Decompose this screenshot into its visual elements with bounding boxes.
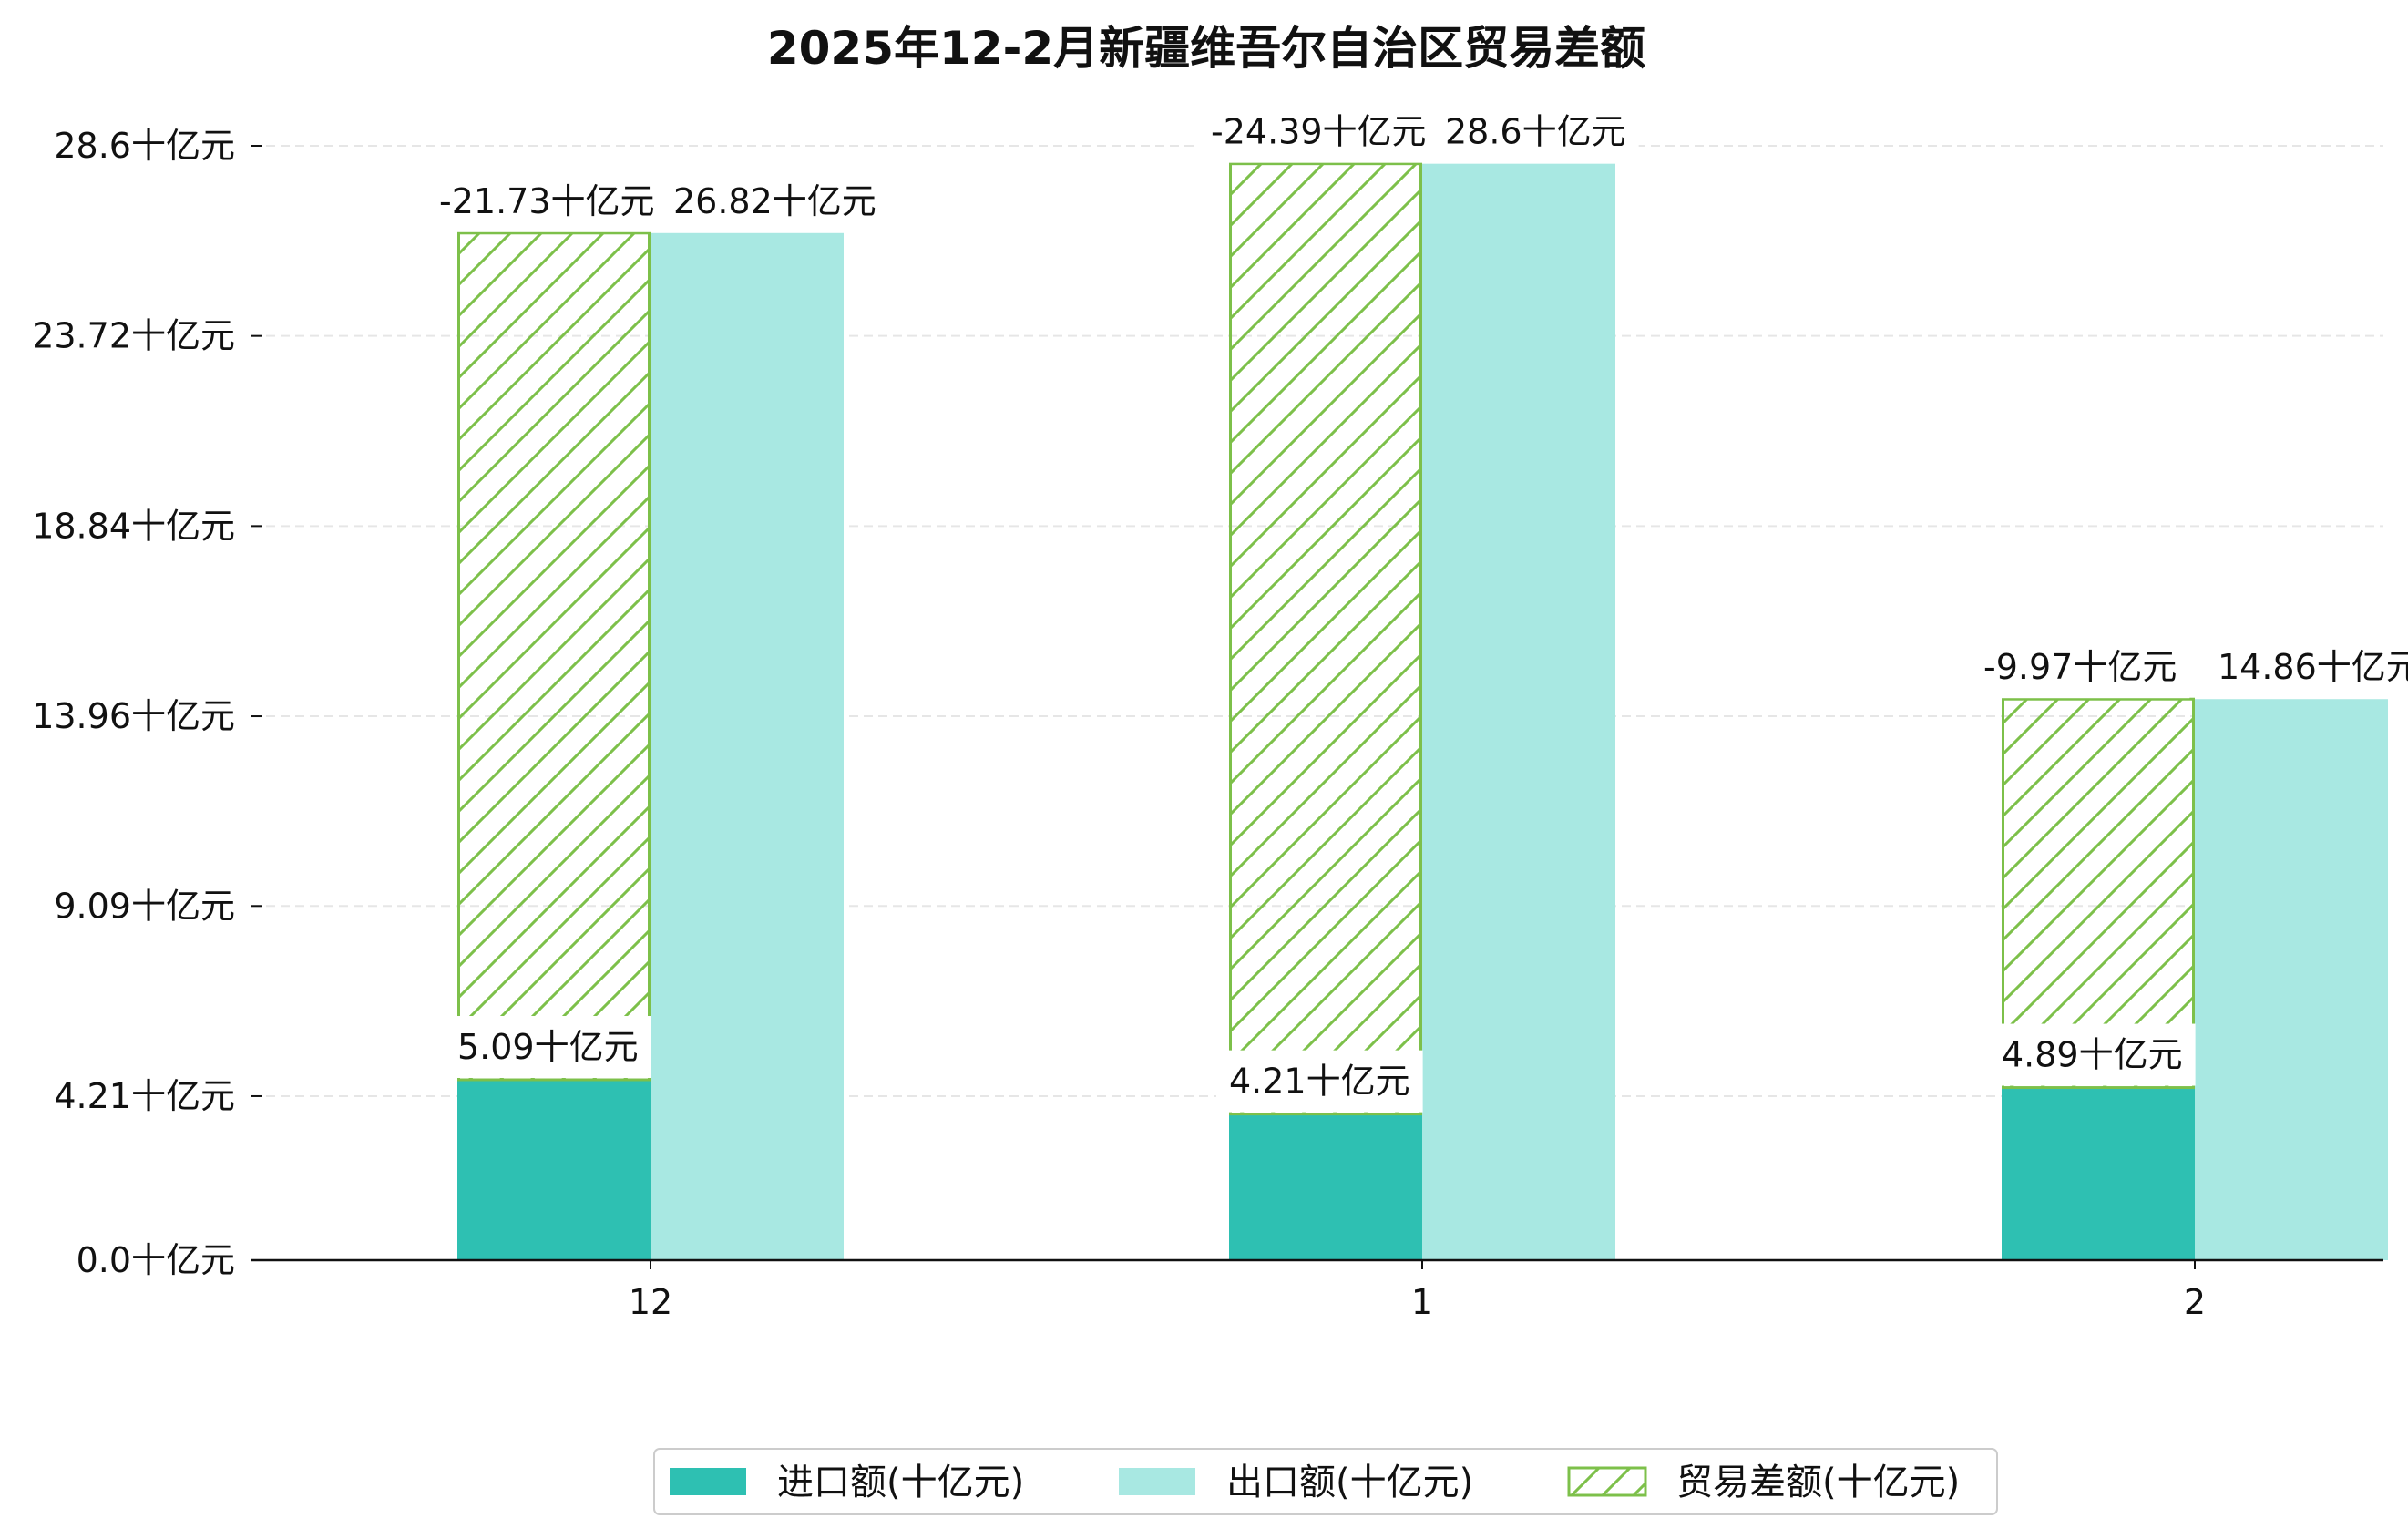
legend-swatch [1119,1468,1195,1495]
y-tick-label: 0.0十亿元 [77,1240,235,1280]
import-value-label: 4.89十亿元 [2002,1035,2183,1075]
legend-entry-trade-balance: 贸易差额(十亿元) [1567,1462,1960,1503]
axes-layer: 0.0十亿元 4.21十亿元 9.09十亿元 13.96十亿元 18.84十亿元 23.7… [32,126,2383,1322]
import-value-label: 4.21十亿元 [1229,1062,1410,1102]
legend-label: 进口额(十亿元) [777,1462,1024,1503]
data-label-background [1216,1050,1423,1113]
import-bar [2002,1087,2195,1260]
data-label-background [445,1016,651,1079]
export-bar [651,232,844,1261]
trade-balance-bar [457,231,651,1082]
legend: 进口额(十亿元) 出口额(十亿元) 贸易差额(十亿元) [653,1448,1998,1515]
y-tick-label: 9.09十亿元 [54,886,235,926]
y-tick-label: 28.6十亿元 [54,126,235,166]
y-tick-label: 4.21十亿元 [54,1076,235,1116]
export-bar [2195,699,2388,1260]
y-tick-label: 23.72十亿元 [32,316,235,356]
data-label-background [2205,636,2408,699]
import-value-label: 5.09十亿元 [457,1027,639,1067]
chart-title: 2025年12-2月新疆维吾尔自治区贸易差额 [767,22,1645,75]
legend-swatch [1567,1466,1647,1497]
import-bar [1229,1113,1422,1260]
legend-label: 出口额(十亿元) [1226,1462,1473,1503]
legend-frame [653,1448,1998,1515]
export-bar [1422,163,1615,1260]
export-value-label: 14.86十亿元 [2218,647,2408,687]
data-labels-layer: 26.82十亿元 -21.73十亿元 5.09十亿元 28.6十亿元 -24.39十亿元… [426,100,2408,1113]
trade-balance-bar [1229,162,1422,1116]
data-label-background [1971,636,2190,699]
data-label-background [1432,100,1639,163]
legend-entry-export: 出口额(十亿元) [1119,1462,1473,1503]
legend-swatch [670,1468,746,1495]
trade-balance-value-label: -9.97十亿元 [1983,647,2177,687]
data-label-background [426,169,668,232]
trade-balance-value-label: -21.73十亿元 [439,181,655,221]
legend-entry-import: 进口额(十亿元) [670,1462,1024,1503]
data-label-background [661,169,889,232]
export-value-label: 26.82十亿元 [673,181,876,221]
x-tick-label: 2 [2184,1282,2206,1322]
x-tick-label: 12 [629,1282,672,1322]
legend-label: 贸易差额(十亿元) [1676,1462,1960,1503]
import-bar [457,1080,651,1260]
bars-layer [457,162,2388,1261]
data-label-background [1198,100,1440,163]
trade-balance-bar [2002,697,2195,1090]
y-tick-label: 13.96十亿元 [32,696,235,736]
x-tick-label: 1 [1411,1282,1433,1322]
y-tick-label: 18.84十亿元 [32,506,235,546]
export-value-label: 28.6十亿元 [1445,112,1626,152]
data-label-background [1989,1023,2196,1086]
trade-balance-value-label: -24.39十亿元 [1211,112,1427,152]
